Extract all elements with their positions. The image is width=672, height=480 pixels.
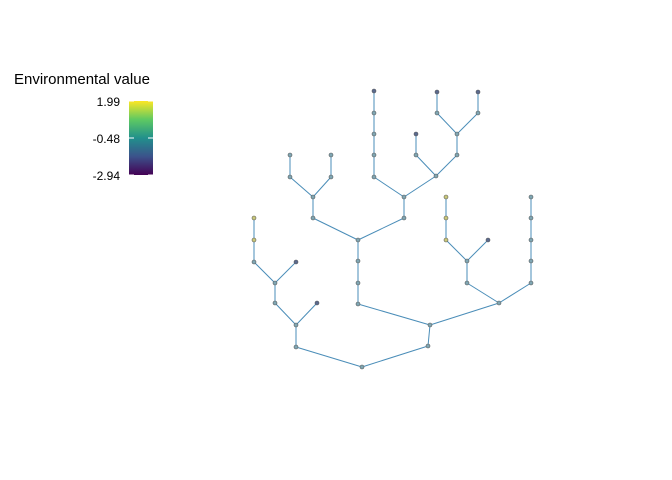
network-node xyxy=(328,152,334,158)
network-node xyxy=(371,131,377,137)
network-edge xyxy=(498,282,532,304)
network-node xyxy=(434,89,440,95)
network-node xyxy=(413,131,419,137)
network-node xyxy=(528,215,534,221)
network-edge xyxy=(274,261,297,284)
network-edge xyxy=(429,302,500,326)
network-edge xyxy=(403,175,437,198)
network-edge xyxy=(415,154,437,177)
network-node xyxy=(371,88,377,94)
network-node xyxy=(293,259,299,265)
network-node xyxy=(475,110,481,116)
network-edge xyxy=(312,217,359,241)
network-node xyxy=(427,322,433,328)
network-node xyxy=(251,259,257,265)
network-node xyxy=(287,152,293,158)
network-node xyxy=(272,280,278,286)
network-node xyxy=(359,364,365,370)
network-node xyxy=(355,301,361,307)
network-edge xyxy=(373,176,405,198)
network-node xyxy=(355,258,361,264)
network-node xyxy=(454,152,460,158)
network-node xyxy=(485,237,491,243)
network-edge xyxy=(436,112,458,135)
network-edge xyxy=(435,154,458,177)
network-edge xyxy=(312,176,332,198)
network-node xyxy=(433,173,439,179)
network-node xyxy=(251,237,257,243)
network-node xyxy=(528,194,534,200)
network-node xyxy=(355,237,361,243)
network-node xyxy=(251,215,257,221)
network-node xyxy=(528,237,534,243)
network-edge xyxy=(456,112,479,135)
network-edge xyxy=(466,282,500,304)
network-node xyxy=(401,215,407,221)
network-edge xyxy=(289,176,314,198)
network-node xyxy=(310,215,316,221)
network-node xyxy=(310,194,316,200)
network-node xyxy=(443,237,449,243)
network-node xyxy=(293,322,299,328)
legend-tick-min: -2.94 xyxy=(92,169,120,183)
legend-tick-mid: -0.48 xyxy=(92,132,120,146)
network-node xyxy=(314,300,320,306)
network-edge xyxy=(445,239,468,262)
network-node xyxy=(464,280,470,286)
network-node xyxy=(293,344,299,350)
network-node xyxy=(425,343,431,349)
network-node xyxy=(443,194,449,200)
network-edge xyxy=(295,346,363,368)
network-node xyxy=(496,300,502,306)
network-node xyxy=(371,174,377,180)
network-node xyxy=(371,110,377,116)
network-node xyxy=(272,300,278,306)
network-node xyxy=(443,215,449,221)
network-edge xyxy=(466,239,489,262)
network-node xyxy=(464,258,470,264)
network-node xyxy=(371,152,377,158)
network-node xyxy=(434,110,440,116)
network-node xyxy=(454,131,460,137)
network-edge xyxy=(427,324,431,347)
legend-tick-max: 1.99 xyxy=(96,95,120,109)
network-node xyxy=(528,258,534,264)
network-edge xyxy=(253,261,276,284)
network-edge xyxy=(357,217,405,241)
network-node xyxy=(401,194,407,200)
network-edge xyxy=(357,303,431,326)
network-node xyxy=(355,280,361,286)
legend-title: Environmental value xyxy=(14,71,150,88)
network-edge xyxy=(361,345,429,368)
network-node xyxy=(528,280,534,286)
network-node xyxy=(475,89,481,95)
network-node xyxy=(413,152,419,158)
network-node xyxy=(287,174,293,180)
network-node xyxy=(328,174,334,180)
network-edge xyxy=(274,302,297,326)
network-edge xyxy=(295,302,318,326)
